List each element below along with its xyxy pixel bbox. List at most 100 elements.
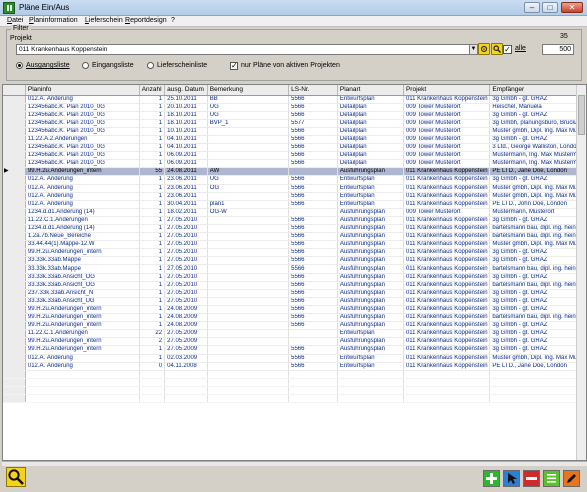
scroll-thumb[interactable] bbox=[578, 95, 585, 135]
table-row[interactable]: 123456abc.K. Plan 2010_0G 1 04.10.2011 5566… bbox=[3, 143, 586, 153]
cell-ls-nr[interactable]: 5566 bbox=[288, 289, 338, 298]
cell-bemerkung[interactable] bbox=[207, 216, 290, 226]
cell-anzahl[interactable]: 1 bbox=[139, 264, 166, 274]
cell-datum[interactable]: 27.05.2010 bbox=[164, 264, 208, 274]
cell-projekt[interactable]: 011 Krankenhaus Koppenstein bbox=[403, 175, 491, 185]
table-row[interactable]: 33.33k.33ab.Ansicht_OG 1 27.05.2010 5566 Aus… bbox=[3, 273, 586, 282]
cell-planart[interactable]: Ausführungsplan bbox=[337, 305, 404, 315]
radio-eingangsliste[interactable] bbox=[82, 62, 89, 69]
table-row[interactable]: 123456abc.K. Plan 2010_0G 1 10.10.2011 5566… bbox=[3, 127, 586, 136]
cell-planinfo[interactable]: 99.H.2u.Änderungen_intern bbox=[25, 337, 140, 347]
cell-planart[interactable]: Ausführungsplan bbox=[337, 321, 404, 331]
table-row[interactable]: ▶ 99.H.2u.Änderungen_intern 55 24.08.2011 AW… bbox=[3, 167, 586, 177]
table-row[interactable]: 012.A. Änderung 1 23.06.2011 5566 Entwurfspl… bbox=[3, 192, 586, 201]
cell-bemerkung[interactable] bbox=[207, 248, 290, 258]
cell-planart[interactable]: Ausführungsplan bbox=[337, 232, 404, 242]
col-bemerkung[interactable]: Bemerkung bbox=[207, 85, 290, 96]
cell-planart[interactable]: Ausführungsplan bbox=[337, 216, 404, 226]
cell-empfaenger[interactable]: 3g Gmbh - gt. GRAZ bbox=[489, 111, 586, 120]
cell-datum[interactable]: 10.10.2011 bbox=[164, 127, 208, 136]
row-indicator[interactable] bbox=[3, 345, 26, 355]
cell-bemerkung[interactable] bbox=[207, 143, 290, 153]
table-row[interactable]: 99.H.2u.Änderungen_intern 2 27.05.2009 Ausf… bbox=[3, 337, 586, 347]
cell-datum[interactable]: 23.06.2011 bbox=[164, 184, 208, 193]
row-indicator[interactable] bbox=[3, 135, 26, 145]
cell-planinfo[interactable]: 33.44.44(1).Mappe-12.W bbox=[25, 240, 140, 250]
cell-bemerkung[interactable] bbox=[207, 354, 290, 363]
cell-empfaenger[interactable]: Reischel, Manuela bbox=[489, 103, 586, 112]
cell-ls-nr[interactable]: 5566 bbox=[288, 305, 338, 315]
cell-ls-nr[interactable]: 5566 bbox=[288, 256, 338, 266]
cell-projekt[interactable]: 009 Tower Musterort bbox=[403, 111, 491, 120]
cell-bemerkung[interactable] bbox=[207, 289, 290, 298]
cell-empfaenger[interactable]: 3g Gmbh - gt. GRAZ bbox=[489, 175, 586, 185]
cell-datum[interactable]: 27.05.2010 bbox=[164, 256, 208, 266]
cell-projekt[interactable]: 011 Krankenhaus Koppenstein bbox=[403, 305, 491, 315]
table-row[interactable]: 99.H.2u.Änderungen_intern 1 24.08.2009 5566… bbox=[3, 305, 586, 315]
row-indicator[interactable] bbox=[3, 127, 26, 136]
cell-ls-nr[interactable]: 5566 bbox=[288, 151, 338, 161]
cell-empfaenger[interactable]: bartelsmann bau, dipl. ing. heinrich bar… bbox=[489, 232, 586, 242]
row-indicator[interactable] bbox=[3, 151, 26, 161]
row-indicator[interactable] bbox=[3, 103, 26, 112]
row-indicator[interactable] bbox=[3, 305, 26, 315]
cell-bemerkung[interactable] bbox=[207, 321, 290, 331]
cell-planinfo[interactable]: 012.A. Änderung bbox=[25, 200, 140, 209]
cell-planinfo[interactable]: 99.H.2u.Änderungen_intern bbox=[25, 248, 140, 258]
col-planart[interactable]: Planart bbox=[337, 85, 404, 96]
cell-empfaenger[interactable]: Muster gmbh, Dipl. Ing. Max Mustermann bbox=[489, 127, 586, 136]
cell-planinfo[interactable]: 33.33k.33ab.Mappe bbox=[25, 256, 140, 266]
settings-button[interactable] bbox=[478, 43, 490, 55]
cell-anzahl[interactable]: 1 bbox=[139, 208, 166, 217]
cell-empfaenger[interactable]: 3g Gmbh - gt. GRAZ bbox=[489, 216, 586, 226]
cell-ls-nr[interactable]: 5566 bbox=[288, 281, 338, 290]
cell-empfaenger[interactable]: PE LTD., Jane Doe, London bbox=[489, 362, 586, 371]
cell-empfaenger[interactable]: 3g Gmbh - gt. GRAZ bbox=[489, 256, 586, 266]
cell-planart[interactable]: Ausführungsplan bbox=[337, 281, 404, 290]
cell-planinfo[interactable]: 123456abc.K. Plan 2010_0G bbox=[25, 159, 140, 169]
cell-bemerkung[interactable] bbox=[207, 127, 290, 136]
horizontal-scrollbar[interactable] bbox=[2, 461, 587, 466]
table-row[interactable]: 1234.d.d1.Änderung (14) 1 27.05.2010 5566 Au… bbox=[3, 224, 586, 234]
cell-projekt[interactable]: 009 Tower Musterort bbox=[403, 103, 491, 112]
cell-bemerkung[interactable] bbox=[207, 273, 290, 282]
row-indicator[interactable] bbox=[3, 175, 26, 185]
cell-empfaenger[interactable]: 3g Gmbh - gt. GRAZ bbox=[489, 297, 586, 306]
cell-bemerkung[interactable]: OG bbox=[207, 184, 290, 193]
cell-bemerkung[interactable] bbox=[207, 362, 290, 371]
cell-projekt[interactable]: 011 Krankenhaus Koppenstein bbox=[403, 345, 491, 355]
cell-bemerkung[interactable] bbox=[207, 329, 290, 339]
cell-ls-nr[interactable]: 5566 bbox=[288, 264, 338, 274]
radio-lieferscheinliste[interactable] bbox=[147, 62, 154, 69]
cell-datum[interactable]: 06.09.2011 bbox=[164, 151, 208, 161]
table-row[interactable]: 123456abc.K. Plan 2010_0G 1 18.10.2011 UG 55… bbox=[3, 111, 586, 120]
cell-projekt[interactable]: 009 Tower Musterort bbox=[403, 151, 491, 161]
row-indicator[interactable] bbox=[3, 321, 26, 331]
cell-planinfo[interactable]: 012.A. Änderung bbox=[25, 354, 140, 363]
cell-projekt[interactable]: 011 Krankenhaus Koppenstein bbox=[403, 264, 491, 274]
cell-anzahl[interactable]: 2 bbox=[139, 337, 166, 347]
cell-bemerkung[interactable]: BB bbox=[207, 95, 290, 104]
cell-anzahl[interactable]: 1 bbox=[139, 127, 166, 136]
cell-planinfo[interactable]: 012.A. Änderung bbox=[25, 95, 140, 104]
cell-bemerkung[interactable] bbox=[207, 224, 290, 234]
cell-planart[interactable]: Detailplan bbox=[337, 143, 404, 153]
cell-planart[interactable]: Entwurfsplan bbox=[337, 329, 404, 339]
cell-projekt[interactable]: 011 Krankenhaus Koppenstein bbox=[403, 321, 491, 331]
cell-ls-nr[interactable] bbox=[288, 208, 338, 217]
cell-planart[interactable]: Ausführungsplan bbox=[337, 337, 404, 347]
cell-projekt[interactable]: 011 Krankenhaus Koppenstein bbox=[403, 313, 491, 323]
cell-datum[interactable]: 18.10.2011 bbox=[164, 111, 208, 120]
cell-planart[interactable]: Ausführungsplan bbox=[337, 208, 404, 217]
cell-projekt[interactable]: 011 Krankenhaus Koppenstein bbox=[403, 248, 491, 258]
cell-datum[interactable]: 27.05.2010 bbox=[164, 240, 208, 250]
cell-ls-nr[interactable]: 5566 bbox=[288, 184, 338, 193]
table-row[interactable]: 99.H.2u.Änderungen_intern 1 27.05.2009 5566… bbox=[3, 345, 586, 355]
row-indicator[interactable] bbox=[3, 337, 26, 347]
row-indicator[interactable] bbox=[3, 232, 26, 242]
table-row[interactable]: 012.A. Änderung 1 25.10.2011 BB 5566 Entwurfs… bbox=[3, 95, 586, 104]
cell-planart[interactable]: Ausführungsplan bbox=[337, 289, 404, 298]
cell-empfaenger[interactable]: PE LTD., Jane Doe, London bbox=[489, 167, 586, 177]
cell-planinfo[interactable]: 99.H.2u.Änderungen_intern bbox=[25, 313, 140, 323]
cell-ls-nr[interactable]: 5566 bbox=[288, 159, 338, 169]
